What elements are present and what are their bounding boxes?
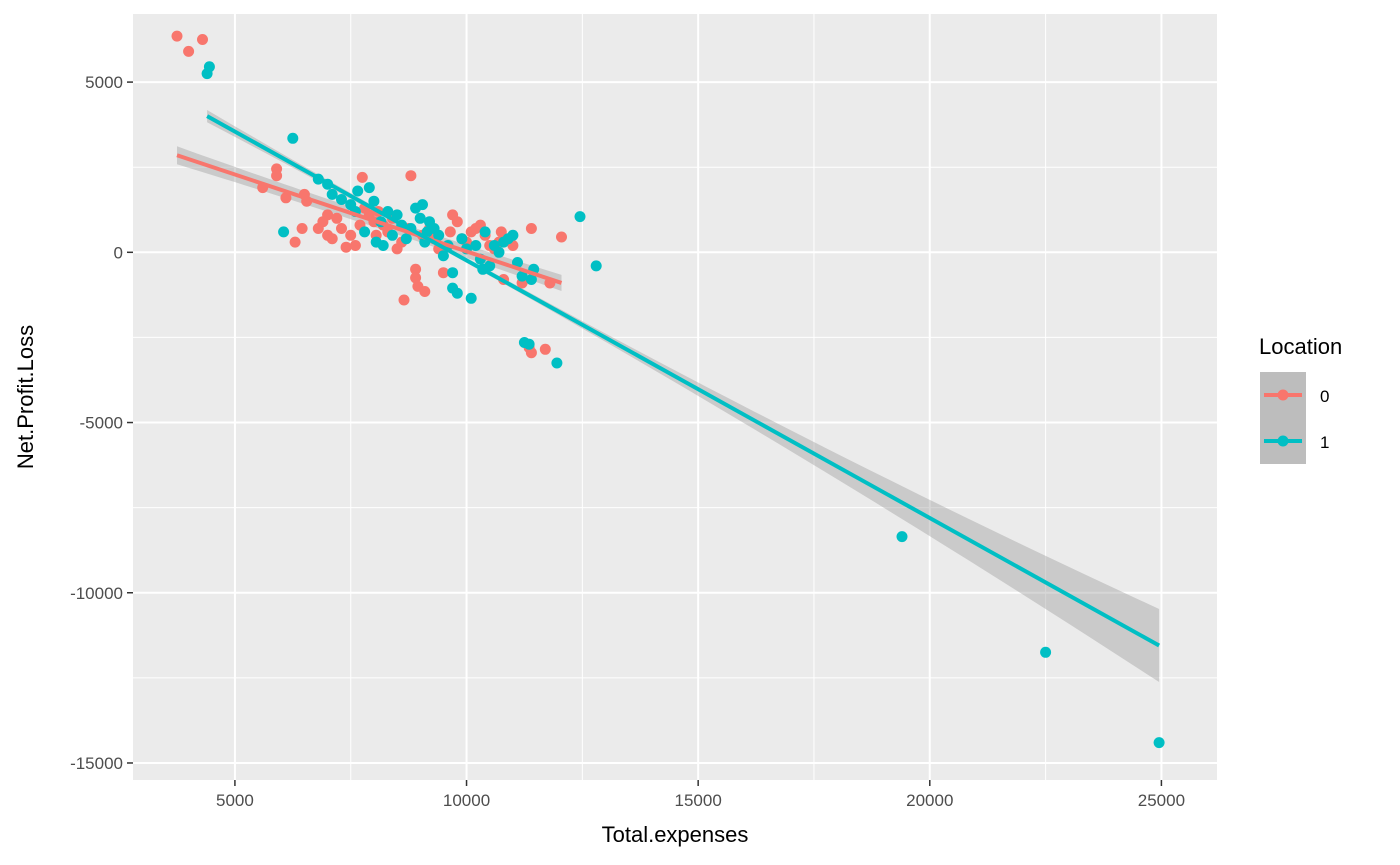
- data-point-1: [525, 274, 537, 285]
- y-axis-ticks: 5000 0 -5000 -10000 -15000: [70, 73, 133, 773]
- x-tick-label: 5000: [216, 791, 254, 810]
- data-point-1: [1040, 646, 1052, 658]
- legend-label: 0: [1320, 387, 1329, 406]
- data-point-0: [345, 229, 357, 241]
- legend-label: 1: [1320, 433, 1329, 452]
- data-point-1: [465, 292, 477, 304]
- data-point-1: [523, 338, 535, 350]
- x-tick-label: 20000: [906, 791, 953, 810]
- data-point-1: [590, 260, 602, 272]
- data-point-0: [444, 226, 456, 238]
- data-point-1: [377, 240, 389, 251]
- data-point-0: [336, 223, 347, 234]
- data-point-1: [363, 182, 375, 194]
- x-tick-label: 10000: [443, 791, 490, 810]
- data-point-0: [419, 286, 431, 297]
- data-point-1: [451, 287, 463, 299]
- data-point-1: [896, 531, 908, 543]
- data-point-0: [539, 343, 551, 355]
- data-point-1: [417, 199, 428, 211]
- data-point-1: [368, 195, 380, 207]
- data-point-0: [280, 192, 292, 204]
- x-tick-label: 15000: [675, 791, 722, 810]
- y-tick-label: -15000: [70, 754, 123, 773]
- data-point-0: [356, 171, 368, 183]
- y-tick-label: 5000: [85, 73, 123, 92]
- data-point-1: [386, 229, 398, 241]
- x-tick-label: 25000: [1138, 791, 1185, 810]
- data-point-1: [484, 260, 496, 272]
- legend-title: Location: [1259, 334, 1342, 359]
- data-point-1: [336, 194, 347, 205]
- data-point-0: [289, 236, 301, 248]
- legend-key-point: [1277, 389, 1289, 401]
- data-point-0: [271, 170, 283, 182]
- data-point-1: [437, 250, 449, 262]
- legend-item-0: 0: [1260, 372, 1329, 418]
- data-point-1: [278, 226, 290, 238]
- data-point-1: [1153, 737, 1165, 749]
- data-point-1: [574, 211, 586, 223]
- data-point-1: [479, 226, 491, 238]
- data-point-0: [340, 241, 352, 253]
- legend-key-point: [1277, 435, 1289, 447]
- data-point-1: [391, 209, 403, 221]
- regression-line-1: [206, 114, 1161, 648]
- legend: Location 0 1: [1259, 334, 1342, 464]
- data-point-0: [197, 34, 208, 45]
- data-point-0: [398, 294, 410, 306]
- data-point-0: [525, 223, 537, 234]
- data-point-0: [437, 267, 449, 279]
- y-tick-label: -5000: [80, 414, 123, 433]
- data-point-0: [349, 240, 361, 251]
- data-point-0: [183, 45, 195, 57]
- data-point-1: [512, 257, 523, 268]
- minor-grid: [133, 14, 1217, 780]
- y-tick-label: -10000: [70, 584, 123, 603]
- data-point-1: [203, 61, 215, 73]
- data-point-1: [352, 185, 364, 197]
- data-point-0: [326, 233, 338, 245]
- data-point-1: [447, 267, 459, 279]
- data-point-0: [331, 212, 343, 224]
- data-point-1: [507, 229, 519, 241]
- data-point-0: [495, 226, 507, 238]
- y-axis-title: Net.Profit.Loss: [13, 325, 38, 469]
- data-point-1: [359, 226, 371, 238]
- x-axis-ticks: 5000 10000 15000 20000 25000: [216, 780, 1185, 810]
- panel-background: [133, 14, 1217, 780]
- major-grid: [133, 14, 1217, 780]
- data-point-1: [551, 357, 563, 369]
- legend-item-1: 1: [1260, 418, 1329, 464]
- data-point-1: [400, 233, 412, 245]
- data-point-0: [322, 209, 334, 221]
- regression-lines: [176, 114, 1161, 648]
- data-point-0: [405, 170, 417, 182]
- data-point-1: [470, 240, 482, 251]
- data-point-0: [451, 216, 463, 228]
- data-point-0: [525, 347, 537, 359]
- data-point-1: [493, 246, 505, 258]
- regression-line-0: [176, 153, 563, 285]
- data-point-0: [171, 30, 183, 42]
- data-point-1: [326, 188, 338, 200]
- data-point-1: [433, 229, 445, 241]
- data-point-0: [556, 231, 567, 243]
- data-point-1: [414, 212, 426, 224]
- data-point-1: [287, 132, 299, 144]
- data-point-1: [516, 270, 528, 282]
- data-point-1: [456, 233, 468, 245]
- y-tick-label: 0: [114, 243, 123, 262]
- data-point-0: [410, 263, 422, 275]
- data-point-0: [296, 223, 308, 234]
- data-point-0: [410, 272, 422, 284]
- x-axis-title: Total.expenses: [602, 822, 749, 847]
